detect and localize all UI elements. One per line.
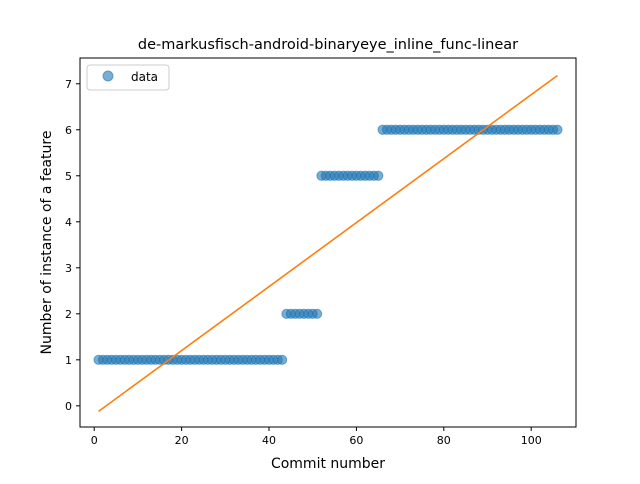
x-tick-label: 20 xyxy=(175,434,189,447)
linear-fit-line xyxy=(98,74,558,413)
axes-frame xyxy=(79,57,577,428)
y-axis: 0 1 2 3 4 5 6 7 xyxy=(65,78,80,413)
y-tick-label: 6 xyxy=(65,124,72,137)
y-tick-label: 4 xyxy=(65,216,72,229)
x-tick-label: 40 xyxy=(262,434,276,447)
x-tick-label: 100 xyxy=(521,434,542,447)
y-tick-label: 7 xyxy=(65,78,72,91)
data-point xyxy=(311,308,323,319)
x-tick-label: 80 xyxy=(437,434,451,447)
x-tick-label: 60 xyxy=(349,434,363,447)
y-tick-label: 3 xyxy=(65,262,72,275)
y-axis-label: Number of instance of a feature xyxy=(39,131,55,355)
chart-title: de-markusfisch-android-binaryeye_inline_… xyxy=(138,37,518,53)
y-tick-label: 1 xyxy=(65,354,72,367)
y-tick-label: 0 xyxy=(65,400,72,413)
data-point xyxy=(552,124,563,135)
y-tick-label: 5 xyxy=(65,170,72,183)
x-axis-label: Commit number xyxy=(271,456,385,472)
legend-label-data: data xyxy=(131,70,158,84)
y-tick-label: 2 xyxy=(65,308,72,321)
data-point xyxy=(373,170,384,181)
data-point xyxy=(277,354,288,365)
plot-area xyxy=(93,74,563,413)
legend: data xyxy=(86,64,170,91)
x-tick-label: 0 xyxy=(91,434,98,447)
legend-marker xyxy=(102,70,114,82)
x-axis: 0 20 40 60 80 100 xyxy=(91,427,542,447)
